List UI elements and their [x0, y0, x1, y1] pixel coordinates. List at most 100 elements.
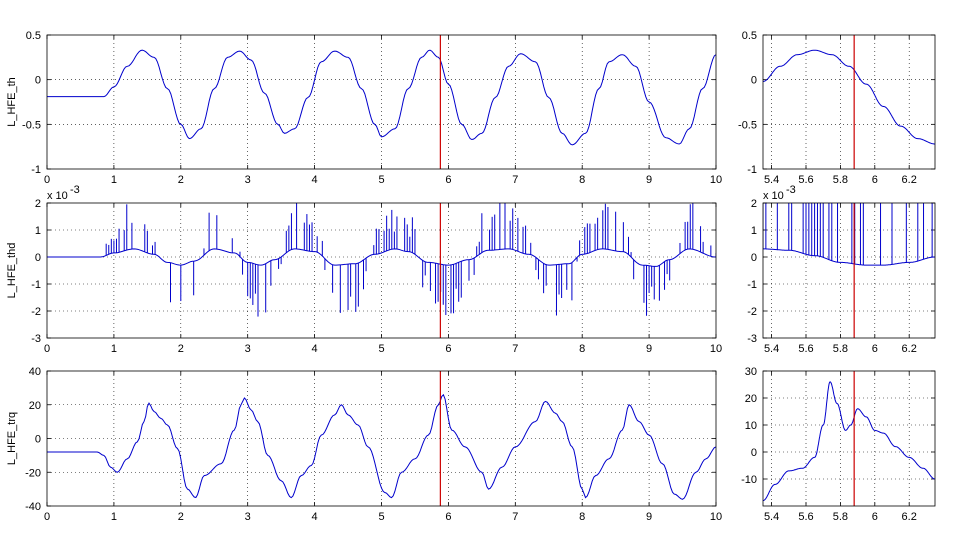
- x-tick-label: 9: [646, 511, 652, 523]
- y-tick-label: -3: [747, 333, 757, 345]
- x-tick-label: 8: [579, 343, 585, 355]
- x-tick-label: 6.2: [902, 343, 917, 355]
- x-tick-label: 5.8: [833, 343, 848, 355]
- panel-th-zoom: 5.4 5.6 5.8 6 6.2 -1 -0.5 0 0.5: [738, 30, 936, 186]
- y-tick-label: -20: [25, 467, 41, 479]
- x-tick-label: 5.8: [833, 511, 848, 523]
- x-tick-label: 3: [245, 343, 251, 355]
- x-tick-label: 5.4: [764, 174, 779, 186]
- x-tick-label: 6: [872, 174, 878, 186]
- x-tick-label: 6.2: [902, 511, 917, 523]
- data-group: [763, 203, 935, 338]
- exponent-power: -3: [70, 184, 80, 196]
- axes-frame: [762, 370, 936, 507]
- x-tick-label: 3: [245, 511, 251, 523]
- y-tick-label: 0: [35, 434, 41, 446]
- x-tick-label: 5.6: [798, 343, 813, 355]
- y-tick-label: -10: [741, 474, 757, 486]
- x-tick-label: 1: [111, 511, 117, 523]
- y-tick-label: -1: [31, 279, 41, 291]
- series-line: [763, 248, 935, 266]
- exponent-power: -3: [786, 184, 796, 196]
- x-tick-label: 6: [445, 174, 451, 186]
- y-tick-label: -3: [31, 333, 41, 345]
- x-tick-label: 0: [44, 511, 50, 523]
- x-tick-label: 6.2: [902, 174, 917, 186]
- data-group: [47, 35, 716, 169]
- exponent-label: x 10: [763, 190, 784, 202]
- series-line: [47, 393, 716, 500]
- y-tick-label: -40: [25, 501, 41, 513]
- data-group: [763, 371, 935, 506]
- y-tick-label: 0: [35, 75, 41, 87]
- series-line: [47, 248, 716, 267]
- y-tick-label: -1: [747, 279, 757, 291]
- x-tick-label: 0: [44, 174, 50, 186]
- y-tick-label: 0.5: [26, 30, 41, 42]
- axes-frame: [46, 370, 717, 507]
- exponent-label: x 10: [47, 190, 68, 202]
- x-tick-label: 5.6: [798, 511, 813, 523]
- x-tick-label: 5.6: [798, 174, 813, 186]
- y-axis-label: L_HFE_thd: [6, 243, 18, 299]
- panel-trq-main: 0 1 2 3 4 5 6 7 8 9 10 -40 -20 0 20 40 L_HFE_trq: [6, 366, 722, 523]
- x-tick-label: 5.4: [764, 343, 779, 355]
- y-axis-label: L_HFE_trq: [6, 412, 18, 465]
- y-tick-label: 20: [745, 393, 757, 405]
- x-tick-label: 8: [579, 174, 585, 186]
- panel-th-main: 0 1 2 3 4 5 6 7 8 9 10 -1 -0.5 0 0.5 L_HFE_th: [6, 30, 722, 186]
- y-tick-label: -0.5: [738, 119, 757, 131]
- y-tick-label: 40: [29, 366, 41, 378]
- y-tick-label: -2: [31, 306, 41, 318]
- x-tick-label: 1: [111, 174, 117, 186]
- y-tick-label: 0: [751, 252, 757, 264]
- axes-background: [763, 371, 935, 506]
- x-tick-label: 0: [44, 343, 50, 355]
- data-group: [763, 35, 935, 169]
- series-line: [763, 49, 935, 145]
- x-tick-label: 2: [178, 511, 184, 523]
- y-tick-label: 0: [751, 447, 757, 459]
- x-tick-label: 3: [245, 174, 251, 186]
- y-tick-label: 0: [35, 252, 41, 264]
- y-tick-label: 2: [751, 198, 757, 210]
- data-group: [47, 203, 716, 338]
- panels: 0 1 2 3 4 5 6 7 8 9 10-1-0.500.5L_HFE_th5.4 5.6 5.8 6…: [6, 30, 936, 523]
- x-tick-label: 5.8: [833, 174, 848, 186]
- x-tick-label: 4: [312, 174, 318, 186]
- x-tick-label: 5.4: [764, 511, 779, 523]
- y-tick-label: 0.5: [742, 30, 757, 42]
- x-tick-label: 6: [872, 343, 878, 355]
- x-tick-label: 1: [111, 343, 117, 355]
- x-tick-label: 9: [646, 174, 652, 186]
- y-axis-label: L_HFE_th: [6, 77, 18, 127]
- x-tick-label: 7: [512, 343, 518, 355]
- x-tick-label: 6: [445, 343, 451, 355]
- x-tick-label: 6: [872, 511, 878, 523]
- x-tick-label: 10: [710, 343, 722, 355]
- x-tick-label: 2: [178, 174, 184, 186]
- axes-frame: [46, 202, 717, 339]
- y-tick-label: 30: [745, 366, 757, 378]
- y-tick-label: -1: [747, 164, 757, 176]
- axes-background: [47, 35, 716, 169]
- data-group: [47, 371, 716, 506]
- y-tick-label: 2: [35, 198, 41, 210]
- x-tick-label: 7: [512, 174, 518, 186]
- x-tick-label: 5: [378, 511, 384, 523]
- y-tick-label: 1: [35, 225, 41, 237]
- y-tick-label: -1: [31, 164, 41, 176]
- series-line: [763, 381, 935, 502]
- x-tick-label: 2: [178, 343, 184, 355]
- x-tick-label: 4: [312, 343, 318, 355]
- series-line: [47, 49, 716, 146]
- x-tick-label: 6: [445, 511, 451, 523]
- axes-frame: [46, 34, 717, 170]
- panel-trq-zoom: 5.4 5.6 5.8 6 6.2 -10 0 10 20 30: [741, 366, 936, 523]
- x-tick-label: 10: [710, 511, 722, 523]
- x-tick-label: 5: [378, 343, 384, 355]
- y-tick-label: -0.5: [22, 119, 41, 131]
